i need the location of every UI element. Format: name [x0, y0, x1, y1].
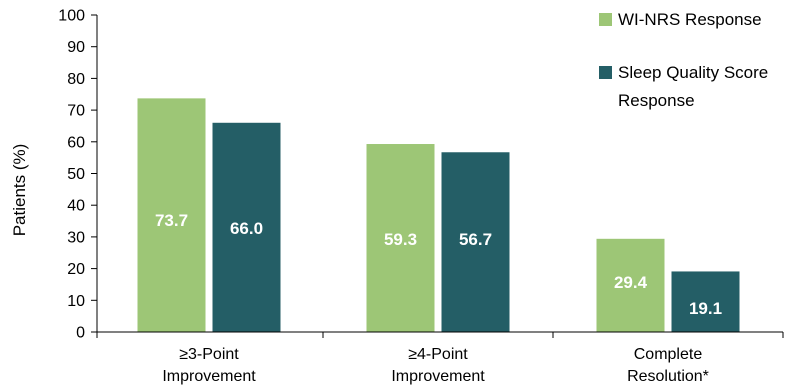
legend-swatch — [599, 13, 612, 26]
y-tick-label: 100 — [58, 8, 85, 25]
y-tick-label: 60 — [67, 134, 85, 151]
data-label: 19.1 — [689, 299, 722, 318]
bars — [137, 98, 740, 332]
bar-sleep-quality-1 — [441, 152, 510, 332]
y-tick-label: 80 — [67, 71, 85, 88]
legend-label: WI-NRS Response — [618, 10, 762, 29]
bar-wi-nrs-0 — [137, 98, 206, 332]
legend: WI-NRS Response Sleep Quality Score Respon… — [599, 10, 768, 110]
legend-swatch — [599, 66, 612, 79]
y-tick-label: 90 — [67, 39, 85, 56]
y-axis-title: Patients (%) — [10, 144, 29, 237]
y-tick-label: 10 — [67, 293, 85, 310]
data-labels: 73.7 59.3 29.4 66.0 56.7 19.1 — [155, 211, 722, 318]
x-category-label: Complete Resolution* — [627, 346, 709, 385]
y-axis-title-group: Patients (%) — [10, 144, 29, 237]
bar-wi-nrs-1 — [366, 144, 435, 332]
bar-wi-nrs-2 — [596, 238, 665, 332]
data-label: 66.0 — [230, 219, 263, 238]
data-label: 59.3 — [384, 230, 417, 249]
x-category-label: ≥3-Point Improvement — [162, 346, 256, 385]
data-label: 73.7 — [155, 211, 188, 230]
y-tick-label: 50 — [67, 166, 85, 183]
x-axis-category-labels: ≥3-Point Improvement ≥4-Point Improvement Co… — [162, 346, 709, 385]
y-tick-label: 70 — [67, 103, 85, 120]
y-axis-ticks: 0 10 20 30 40 50 60 70 80 90 100 — [58, 8, 97, 342]
y-tick-label: 20 — [67, 261, 85, 278]
y-tick-label: 0 — [76, 325, 85, 342]
legend-label: Sleep Quality Score Response — [618, 63, 768, 110]
y-tick-label: 40 — [67, 198, 85, 215]
data-label: 56.7 — [459, 230, 492, 249]
y-tick-label: 30 — [67, 229, 85, 246]
x-category-label: ≥4-Point Improvement — [391, 346, 485, 385]
axes — [96, 15, 784, 338]
bar-sleep-quality-2 — [671, 271, 740, 332]
bar-sleep-quality-0 — [212, 122, 281, 332]
data-label: 29.4 — [614, 273, 648, 292]
